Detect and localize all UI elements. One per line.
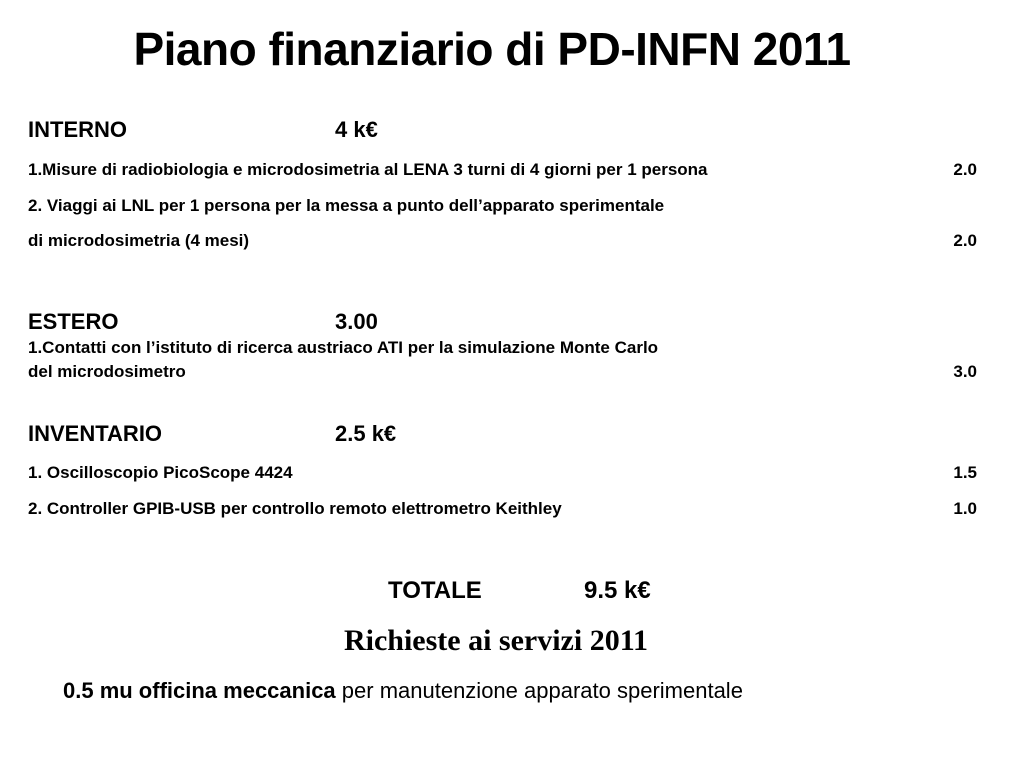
section-heading-interno: INTERNO — [28, 117, 127, 142]
estero-item-1-value: 3.0 — [953, 362, 977, 381]
section-amount-estero: 3.00 — [335, 309, 378, 334]
services-heading: Richieste ai servizi 2011 — [343, 624, 649, 657]
total-amount: 9.5 k€ — [584, 577, 651, 604]
interno-item-1-value: 2.0 — [953, 160, 977, 179]
services-line: 0.5 mu officina meccanica per manutenzio… — [63, 678, 743, 704]
section-amount-inventario: 2.5 k€ — [335, 421, 397, 446]
inventario-item-2-text: 2. Controller GPIB-USB per controllo rem… — [28, 499, 562, 518]
interno-item-2-text-cont: di microdosimetria (4 mesi) — [28, 231, 250, 250]
section-heading-estero: ESTERO — [28, 309, 119, 334]
interno-item-2-text: 2. Viaggi ai LNL per 1 persona per la me… — [28, 196, 665, 215]
inventario-item-2-value: 1.0 — [953, 499, 977, 518]
section-heading-inventario: INVENTARIO — [28, 421, 163, 446]
total-label: TOTALE — [388, 577, 482, 604]
inventario-item-1-text: 1. Oscilloscopio PicoScope 4424 — [28, 463, 293, 482]
inventario-item-1-value: 1.5 — [953, 463, 977, 482]
page-title: Piano finanziario di PD-INFN 2011 — [133, 23, 851, 75]
services-line-normal: per manutenzione apparato sperimentale — [335, 678, 743, 703]
estero-item-1-text: 1.Contatti con l’istituto di ricerca aus… — [28, 338, 659, 357]
services-line-bold: 0.5 mu officina meccanica — [63, 678, 336, 703]
interno-item-1-text: 1.Misure di radiobiologia e microdosimet… — [28, 160, 708, 179]
section-amount-interno: 4 k€ — [335, 117, 378, 142]
estero-item-1-text-cont: del microdosimetro — [28, 362, 186, 381]
interno-item-2-value: 2.0 — [953, 231, 977, 250]
